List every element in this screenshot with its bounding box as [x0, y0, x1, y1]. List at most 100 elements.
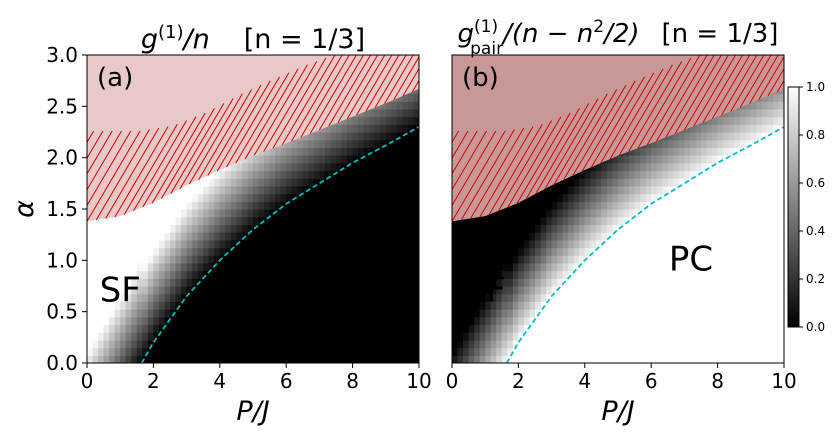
panel-a-heat-cell [114, 332, 121, 341]
panel-b-heat-cell [463, 232, 470, 241]
panel-a-heat-cell [158, 232, 166, 241]
panel-a-heat-cell [170, 270, 177, 279]
panel-b-heat-cell [529, 324, 536, 333]
panel-a-heat-cell [402, 286, 409, 295]
panel-a-heat-cell [192, 193, 199, 202]
panel-a-heat-cell [164, 247, 171, 256]
panel-a-heat-cell [158, 270, 166, 279]
panel-a-heat-cell [385, 132, 392, 141]
panel-b-heat-cell [734, 232, 741, 241]
panel-b-heat-cell [689, 339, 697, 349]
panel-b-heat-cell [772, 132, 780, 141]
panel-a-heat-cell [330, 124, 337, 133]
panel-a-heat-cell [87, 224, 94, 233]
panel-b-heat-cell [739, 286, 746, 295]
panel-a-heat-cell [214, 185, 221, 195]
panel-a-heat-cell [336, 339, 343, 349]
panel-b-heat-cell [695, 139, 702, 148]
panel-a-heat-cell [264, 162, 271, 172]
panel-a-heat-cell [391, 101, 398, 110]
panel-b-heat-cell [601, 293, 608, 302]
panel-b-heat-cell [772, 162, 780, 172]
panel-a-heat-cell [324, 178, 332, 187]
panel-a-heat-cell [214, 324, 221, 333]
panel-a-heat-cell [347, 170, 354, 179]
panel-b-heat-cell [579, 201, 586, 210]
panel-b-heat-cell [606, 286, 614, 295]
panel-b-heat-cell [656, 270, 663, 279]
panel-a-heat-cell [369, 116, 376, 125]
panel-a-hatch-line [393, 55, 419, 101]
panel-b-heat-cell [662, 170, 669, 179]
panel-a-heat-cell [347, 286, 354, 295]
panel-b-heat-cell [573, 224, 580, 233]
panel-b-heat-cell [490, 347, 497, 356]
panel-b-heat-cell [535, 247, 542, 256]
panel-a-heat-cell [407, 155, 415, 164]
panel-b-heat-cell [750, 293, 757, 302]
panel-b-heat-cell [490, 316, 497, 326]
panel-b-heat-cell [739, 185, 746, 195]
panel-b-heat-cell [496, 224, 503, 233]
panel-b-heat-cell [723, 301, 730, 310]
panel-a-heat-cell [136, 247, 143, 256]
panel-b-heat-cell [629, 232, 636, 241]
panel-a-heat-cell [413, 255, 419, 264]
panel-a-heat-cell [87, 262, 94, 272]
panel-b-heat-cell [750, 170, 757, 179]
panel-b-heat-cell [723, 270, 730, 279]
panel-b-heat-cell [479, 216, 486, 225]
panel-b-heat-cell [656, 170, 663, 179]
panel-a-heat-cell [87, 347, 94, 356]
panel-a-heat-cell [109, 339, 116, 349]
panel-a-heat-cell [352, 278, 359, 287]
panel-a-heat-cell [269, 239, 276, 249]
panel-b-heat-cell [734, 193, 741, 202]
panel-a-heat-cell [170, 355, 177, 363]
panel-a-heat-cell [275, 224, 282, 233]
panel-b-heat-cell [745, 193, 752, 202]
panel-a-heat-cell [269, 193, 276, 202]
panel-a-heat-cell [197, 232, 204, 241]
panel-a-heat-cell [236, 162, 243, 172]
panel-a-heat-cell [363, 262, 370, 272]
panel-b-heat-cell [756, 216, 763, 225]
panel-b-heat-cell [750, 247, 757, 256]
panel-a-heat-cell [192, 301, 199, 310]
panel-b-heat-cell [452, 278, 459, 287]
panel-a-heat-cell [402, 193, 409, 202]
panel-b-heat-cell [479, 239, 486, 249]
panel-a-heat-cell [258, 232, 265, 241]
panel-a-heat-cell [297, 139, 304, 148]
panel-a-heat-cell [302, 332, 309, 341]
panel-a-heat-cell [219, 262, 226, 272]
panel-b-heat-cell [712, 193, 719, 202]
panel-a-heat-cell [181, 255, 188, 264]
panel-b-heat-cell [452, 216, 459, 225]
panel-a-heat-cell [369, 286, 376, 295]
panel-b-heat-cell [684, 232, 691, 241]
panel-b-heat-cell [595, 170, 602, 179]
panel-a-heat-cell [92, 224, 99, 233]
panel-a-heat-cell [313, 155, 320, 164]
panel-a-heat-cell [313, 201, 320, 210]
panel-a-heat-cell [253, 170, 260, 179]
panel-a-heat-cell [396, 247, 403, 256]
panel-a-heat-cell [230, 232, 237, 241]
panel-a-heat-cell [347, 347, 354, 356]
panel-b-heat-cell [640, 339, 647, 349]
panel-b-heat-cell [562, 270, 569, 279]
panel-b-heat-cell [512, 247, 519, 256]
panel-a-heat-cell [131, 255, 138, 264]
panel-b-heat-cell [562, 232, 569, 241]
panel-b-heat-cell [689, 347, 697, 356]
panel-b-heat-cell [761, 116, 768, 125]
panel-a-heat-cell [264, 155, 271, 164]
panel-b-heat-cell [667, 278, 674, 287]
panel-b-heat-cell [457, 239, 464, 249]
panel-a-heat-cell [131, 216, 138, 225]
panel-a-heat-cell [413, 247, 419, 256]
panel-a-heat-cell [402, 270, 409, 279]
panel-a-heat-cell [142, 216, 149, 225]
panel-b-heat-cell [507, 309, 514, 318]
